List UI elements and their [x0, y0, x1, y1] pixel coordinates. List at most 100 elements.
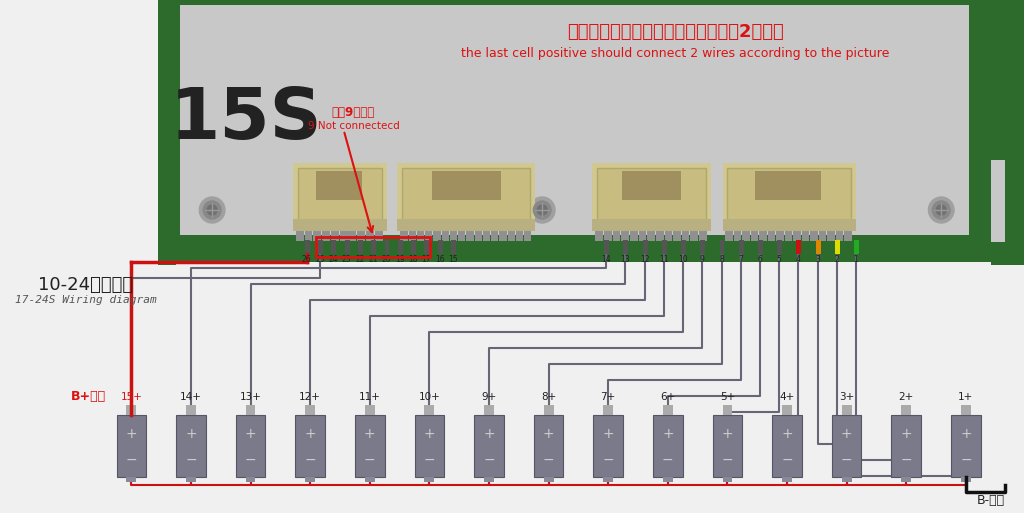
Bar	[365, 405, 375, 415]
Bar	[331, 231, 339, 241]
Bar	[340, 231, 347, 241]
Text: 15S: 15S	[170, 86, 323, 154]
Bar	[818, 231, 826, 241]
Text: 16: 16	[435, 255, 444, 265]
Bar	[500, 231, 507, 241]
Bar	[158, 160, 1006, 178]
Bar	[782, 477, 792, 482]
Bar	[663, 477, 673, 482]
Text: 6+: 6+	[660, 392, 676, 402]
Bar	[305, 231, 312, 241]
Text: 1+: 1+	[958, 392, 974, 402]
Text: 最后一串电池总正极上要接如图对应2条排线: 最后一串电池总正极上要接如图对应2条排线	[567, 23, 783, 41]
Text: +: +	[900, 427, 912, 441]
Bar	[296, 231, 304, 241]
Bar	[612, 231, 621, 241]
Text: +: +	[304, 427, 316, 441]
Bar	[842, 405, 852, 415]
Bar	[723, 405, 732, 415]
Bar	[854, 240, 859, 254]
Bar	[126, 405, 136, 415]
Bar	[622, 171, 681, 200]
Text: 22: 22	[355, 255, 365, 265]
Bar	[246, 405, 255, 415]
Bar	[357, 231, 365, 241]
Text: 12+: 12+	[299, 392, 322, 402]
Bar	[345, 240, 349, 254]
Bar	[409, 231, 416, 241]
Text: B-总负: B-总负	[977, 494, 1005, 506]
Bar	[630, 231, 638, 241]
Text: +: +	[961, 427, 972, 441]
Text: 8+: 8+	[541, 392, 556, 402]
Bar	[355, 415, 385, 477]
Text: 3+: 3+	[839, 392, 854, 402]
Bar	[755, 171, 821, 200]
Bar	[653, 415, 683, 477]
Bar	[639, 231, 646, 241]
Bar	[723, 219, 855, 231]
Bar	[402, 168, 530, 226]
Bar	[842, 477, 852, 482]
Bar	[951, 415, 981, 477]
Bar	[751, 231, 759, 241]
Text: 10-24串接线图: 10-24串接线图	[39, 276, 133, 294]
Bar	[458, 231, 465, 241]
Bar	[348, 231, 356, 241]
Bar	[797, 240, 802, 254]
Text: −: −	[483, 452, 495, 467]
Bar	[700, 240, 706, 254]
Bar	[508, 231, 515, 241]
Text: 7: 7	[738, 255, 743, 265]
Bar	[777, 240, 782, 254]
Text: 13+: 13+	[240, 392, 261, 402]
Bar	[802, 231, 809, 241]
Bar	[901, 405, 911, 415]
Text: 26: 26	[302, 255, 311, 265]
Bar	[484, 477, 494, 482]
Bar	[293, 219, 386, 231]
Bar	[835, 240, 840, 254]
Text: 25: 25	[315, 255, 325, 265]
Bar	[643, 240, 647, 254]
Bar	[734, 231, 741, 241]
Bar	[176, 160, 1006, 242]
Text: −: −	[185, 452, 197, 467]
Text: +: +	[245, 427, 256, 441]
Bar	[720, 240, 724, 254]
Text: +: +	[841, 427, 852, 441]
Text: 9 Not connectecd: 9 Not connectecd	[307, 121, 399, 131]
Bar	[158, 0, 179, 262]
Bar	[246, 477, 255, 482]
Text: −: −	[722, 452, 733, 467]
Text: 2: 2	[835, 255, 840, 265]
Text: 7+: 7+	[601, 392, 615, 402]
Bar	[544, 405, 554, 415]
Bar	[474, 231, 482, 241]
Bar	[604, 240, 609, 254]
Text: 9: 9	[699, 255, 705, 265]
Bar	[725, 231, 733, 241]
Bar	[323, 231, 330, 241]
Text: 11: 11	[659, 255, 669, 265]
Bar	[784, 231, 793, 241]
Bar	[441, 231, 449, 241]
Bar	[316, 237, 430, 257]
Bar	[742, 231, 750, 241]
Bar	[776, 231, 783, 241]
Bar	[315, 171, 361, 200]
Bar	[844, 231, 852, 241]
Bar	[758, 240, 763, 254]
Bar	[727, 168, 851, 226]
Bar	[990, 0, 1024, 265]
Bar	[624, 240, 629, 254]
Text: −: −	[662, 452, 674, 467]
Bar	[794, 231, 801, 241]
Bar	[892, 415, 921, 477]
Text: 3: 3	[815, 255, 820, 265]
Text: −: −	[781, 452, 793, 467]
Bar	[524, 231, 531, 241]
Bar	[483, 231, 490, 241]
Text: 21: 21	[369, 255, 378, 265]
Bar	[961, 405, 971, 415]
